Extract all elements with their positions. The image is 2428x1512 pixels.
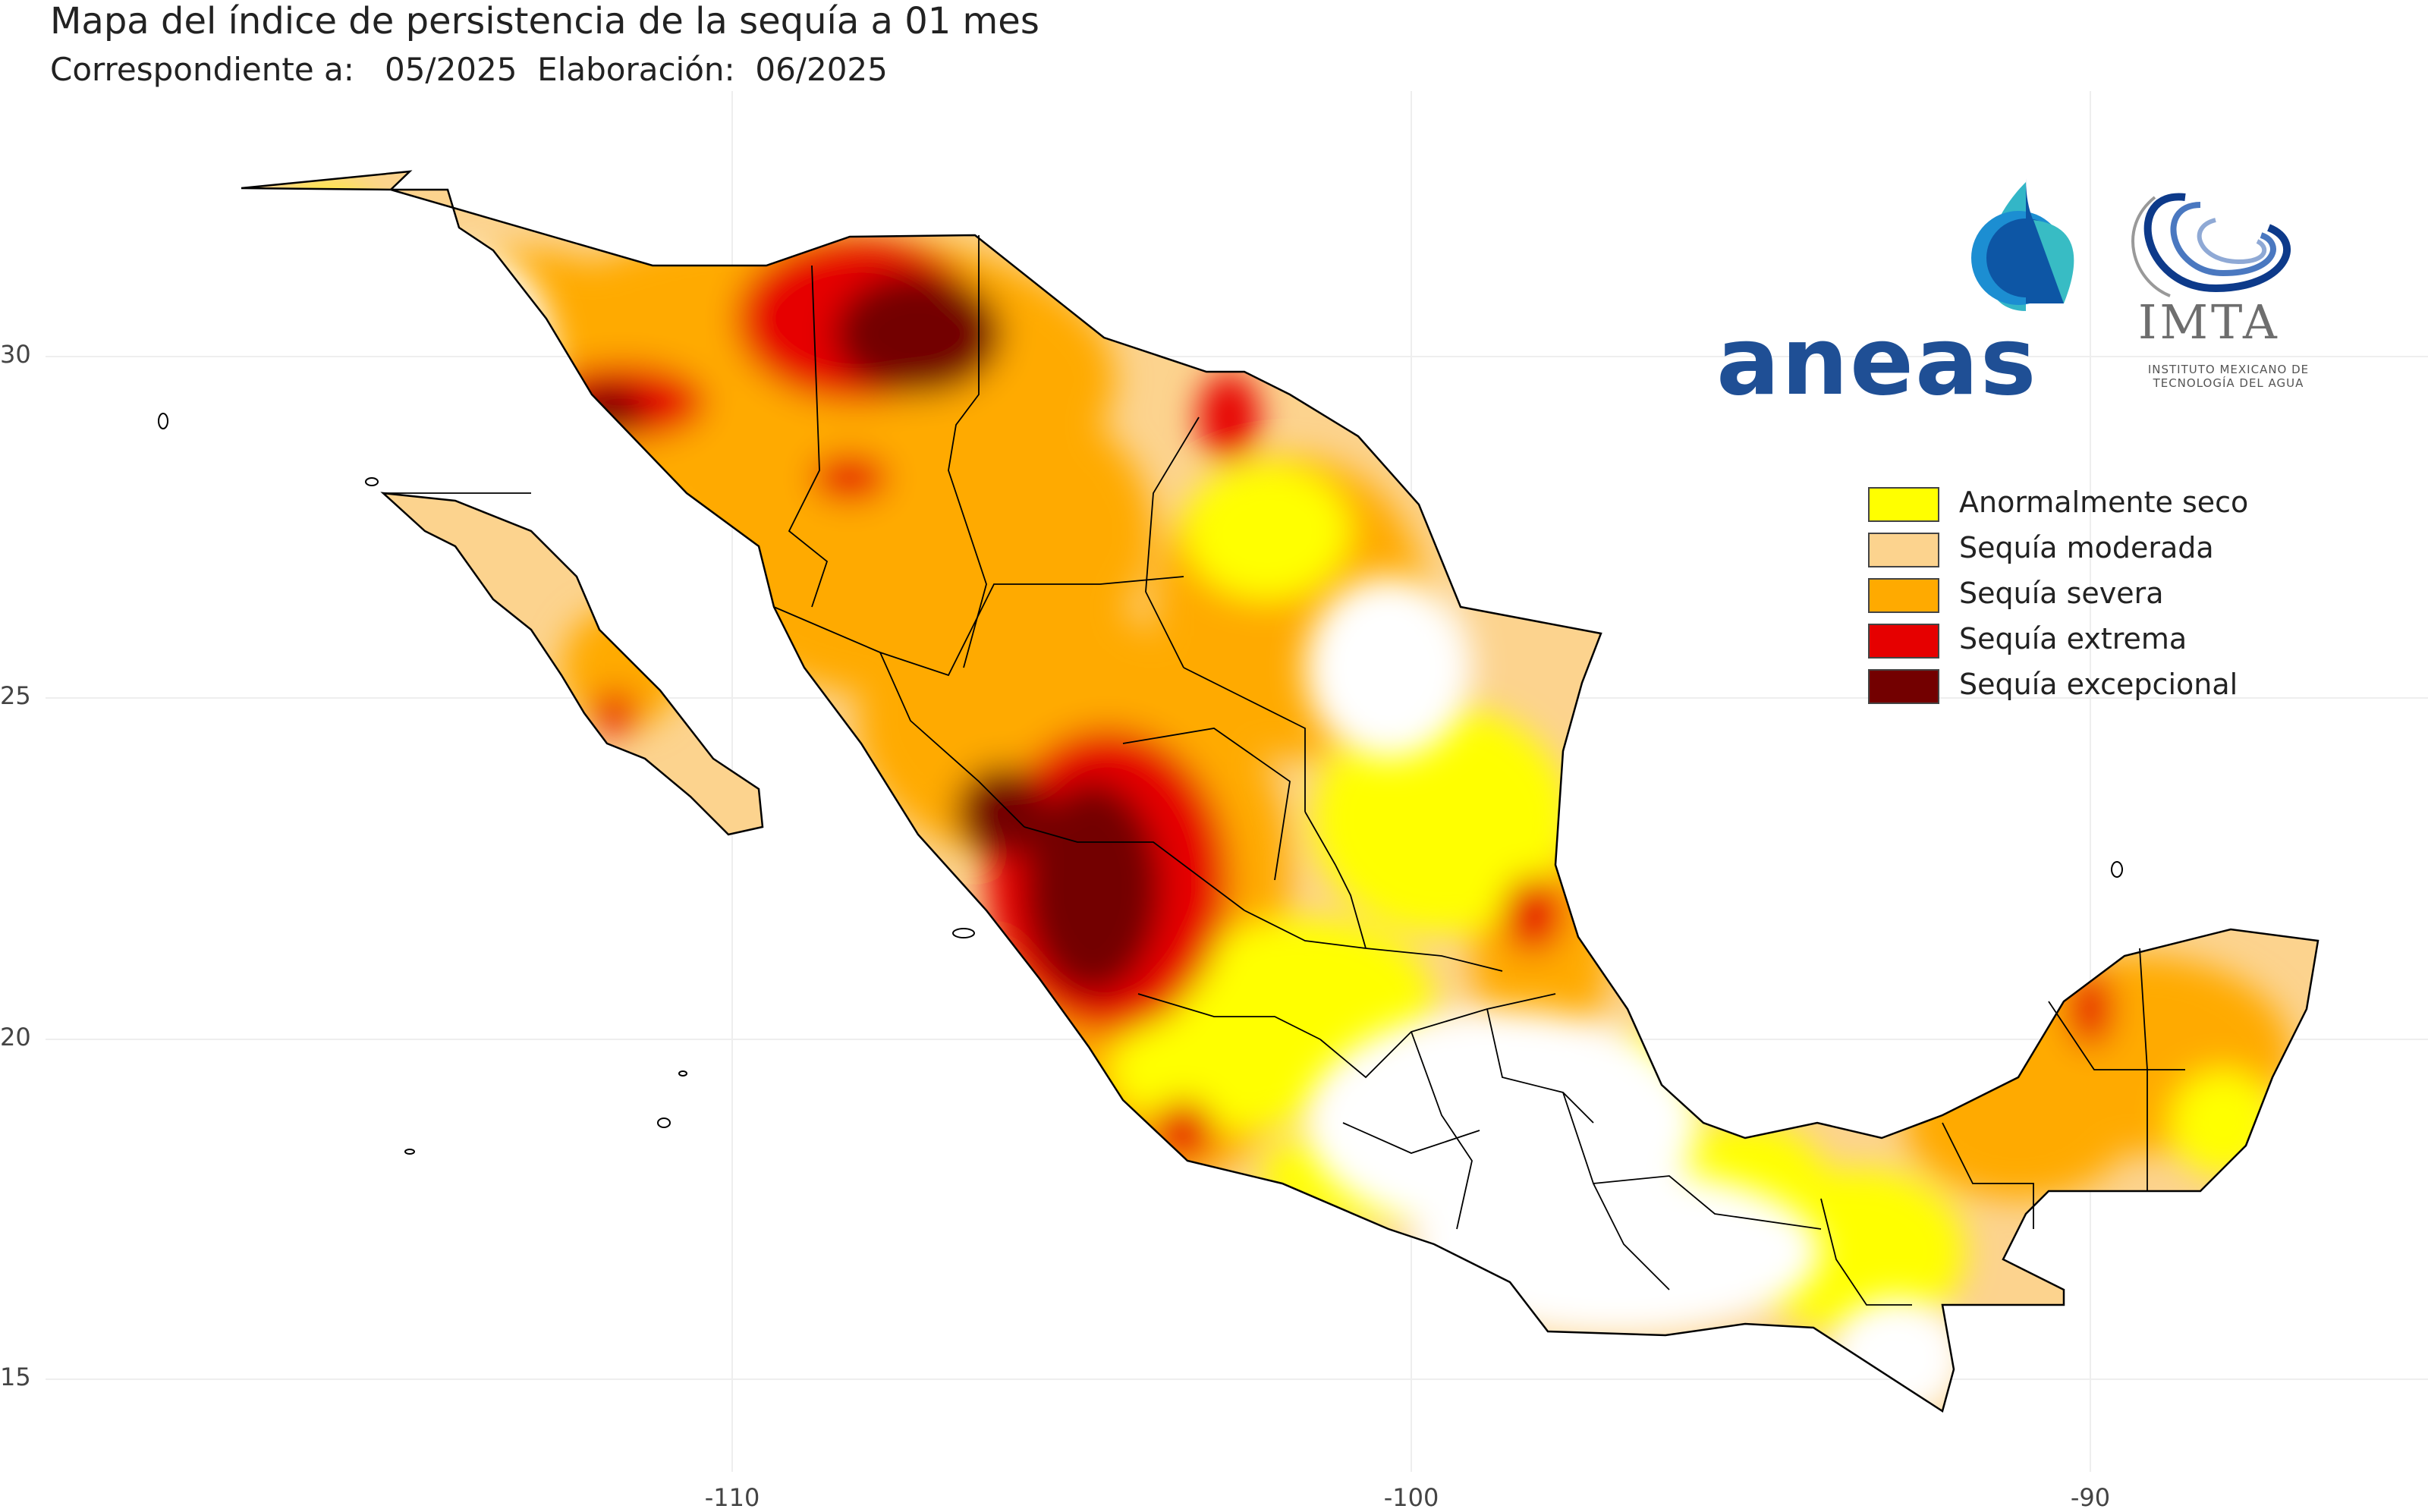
imta-logo-text: IMTA: [2138, 294, 2280, 350]
x-tick-label: -90: [2070, 1483, 2111, 1512]
map-title: Mapa del índice de persistencia de la se…: [50, 0, 1039, 42]
imta-logo-mark: [2131, 193, 2291, 297]
y-tick-label: 30: [0, 340, 31, 369]
y-tick-label: 20: [0, 1023, 31, 1051]
aneas-logo-text: aneas: [1716, 307, 2038, 417]
legend-label: Sequía severa: [1959, 577, 2164, 610]
legend-swatch: [1868, 624, 1939, 659]
legend-swatch: [1868, 578, 1939, 613]
map-subtitle: Correspondiente a: 05/2025 Elaboración: …: [50, 51, 888, 88]
islands: [158, 413, 2123, 1155]
x-tick-label: -100: [1383, 1483, 1439, 1512]
legend-swatch: [1868, 533, 1939, 567]
imta-logo-subtitle: INSTITUTO MEXICANO DE TECNOLOGÍA DEL AGU…: [2147, 363, 2310, 390]
y-tick-label: 25: [0, 681, 31, 710]
legend-label: Sequía excepcional: [1959, 668, 2238, 701]
legend-label: Sequía moderada: [1959, 531, 2214, 564]
x-tick-label: -110: [704, 1483, 760, 1512]
legend-label: Sequía extrema: [1959, 622, 2187, 655]
y-tick-label: 15: [0, 1363, 31, 1391]
legend-label: Anormalmente seco: [1959, 486, 2249, 519]
aneas-logo-mark: [1971, 178, 2074, 311]
state-borders: [383, 235, 2185, 1306]
legend-swatch: [1868, 669, 1939, 704]
legend-swatch: [1868, 487, 1939, 522]
